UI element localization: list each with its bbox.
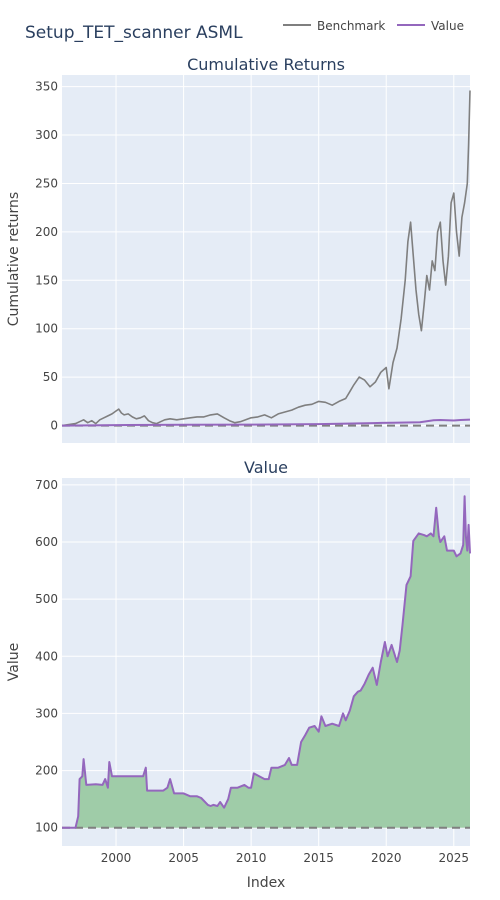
y-ticks-bottom: 100 200 300 400 500 600 700 — [35, 478, 58, 835]
plot-area-cumulative-returns — [62, 75, 470, 443]
y-axis-label-value: Value — [6, 643, 22, 681]
value-line-top — [61, 418, 471, 427]
y-tick-label-top-0: 0 — [50, 419, 58, 433]
chart-title: Setup_TET_scanner ASML — [25, 23, 243, 43]
grid-top — [62, 75, 470, 443]
marks-top — [61, 90, 471, 427]
y-tick-label-bottom-200: 200 — [35, 764, 58, 778]
y-tick-label-bottom-100: 100 — [35, 821, 58, 835]
legend[interactable]: Benchmark Value — [283, 19, 464, 33]
x-tick-label-2010: 2010 — [236, 851, 267, 865]
value-area-fill — [62, 496, 470, 828]
x-tick-label-2020: 2020 — [371, 851, 402, 865]
legend-value-label[interactable]: Value — [431, 19, 464, 33]
y-tick-label-top-250: 250 — [35, 176, 58, 190]
value-line-bottom — [62, 495, 471, 829]
y-tick-label-bottom-600: 600 — [35, 535, 58, 549]
y-tick-label-top-350: 350 — [35, 80, 58, 94]
x-ticks-bottom: 2000 2005 2010 2015 2020 2025 — [101, 851, 469, 865]
x-tick-label-2005: 2005 — [168, 851, 199, 865]
y-tick-label-bottom-300: 300 — [35, 706, 58, 720]
y-tick-label-bottom-400: 400 — [35, 649, 58, 663]
x-axis-label: Index — [247, 875, 286, 891]
x-tick-label-2000: 2000 — [101, 851, 132, 865]
y-tick-label-top-200: 200 — [35, 225, 58, 239]
benchmark-line — [61, 90, 471, 427]
legend-benchmark-label[interactable]: Benchmark — [317, 19, 385, 33]
x-tick-label-2025: 2025 — [439, 851, 470, 865]
y-tick-label-top-100: 100 — [35, 322, 58, 336]
y-ticks-top: 0 50 100 150 200 250 300 350 — [35, 80, 58, 433]
marks-bottom — [62, 495, 471, 829]
y-tick-label-top-300: 300 — [35, 128, 58, 142]
subplot-title-value: Value — [244, 458, 288, 477]
x-tick-label-2015: 2015 — [303, 851, 334, 865]
y-axis-label-cumulative-returns: Cumulative returns — [6, 192, 22, 326]
subplot-title-cumulative-returns: Cumulative Returns — [187, 55, 345, 74]
y-tick-label-bottom-500: 500 — [35, 592, 58, 606]
y-tick-label-bottom-700: 700 — [35, 478, 58, 492]
y-tick-label-top-50: 50 — [43, 370, 58, 384]
y-tick-label-top-150: 150 — [35, 273, 58, 287]
